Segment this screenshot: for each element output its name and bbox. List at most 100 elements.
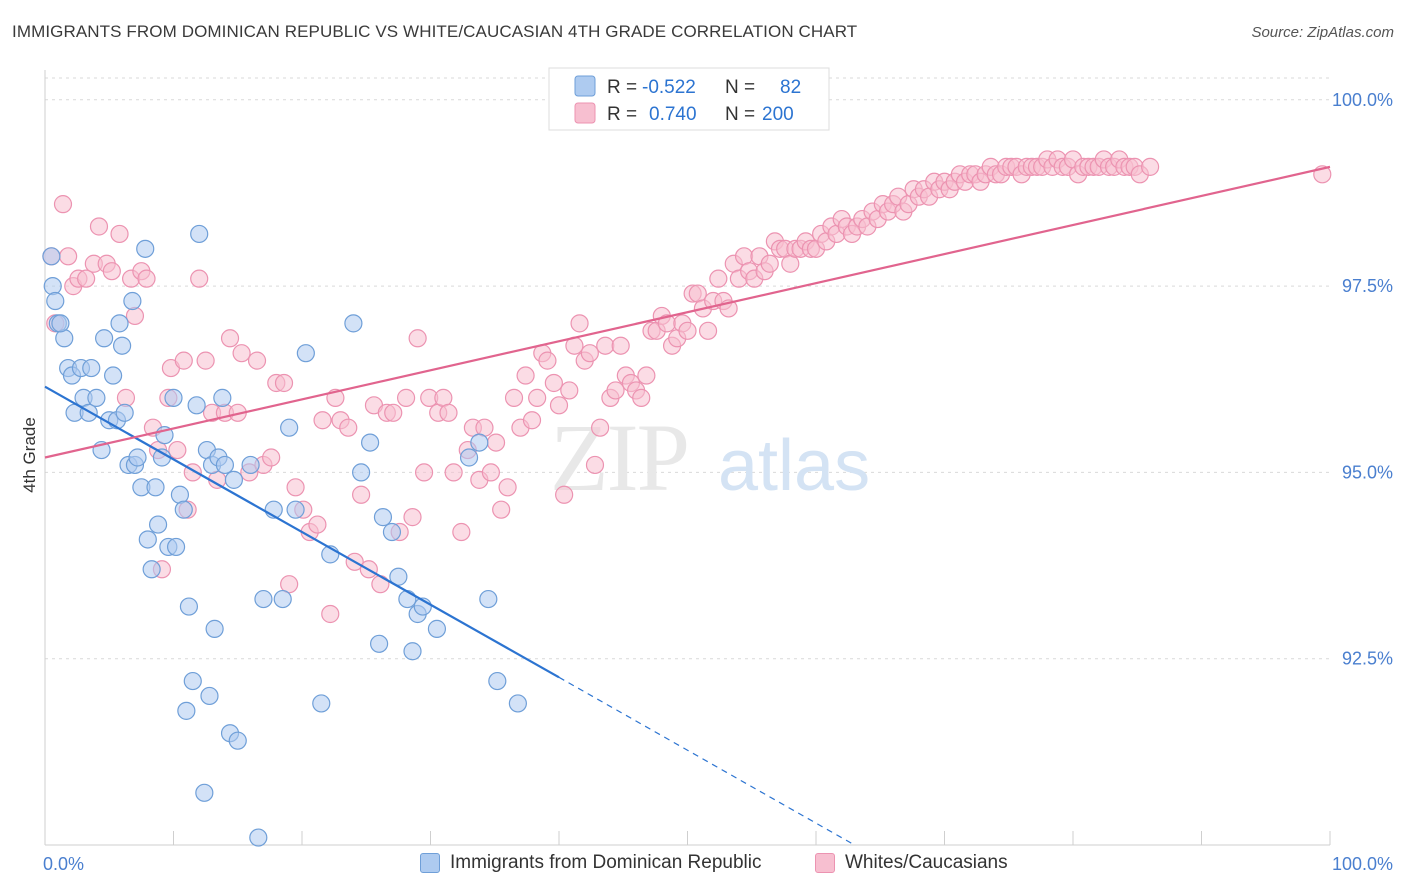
trend-line-whites	[44, 165, 1331, 459]
data-point-whites	[760, 254, 779, 273]
data-point-dominican	[95, 329, 114, 348]
y-tick-label: 97.5%	[1342, 276, 1393, 296]
legend-n-value: 82	[780, 77, 801, 98]
data-point-dominican	[508, 694, 527, 713]
data-point-whites	[486, 433, 506, 452]
x-tick-label: 0.0%	[43, 854, 84, 874]
legend-r-label: R =	[607, 104, 637, 125]
data-point-dominican	[249, 828, 268, 847]
data-point-dominican	[205, 619, 224, 638]
data-point-dominican	[115, 403, 134, 422]
data-point-whites	[321, 604, 340, 624]
data-point-dominican	[104, 366, 123, 385]
data-point-dominican	[123, 291, 142, 311]
data-point-dominican	[142, 560, 161, 579]
legend-label-dominican: Immigrants from Dominican Republic	[450, 852, 762, 873]
data-point-whites	[232, 344, 251, 363]
data-point-whites	[528, 388, 547, 407]
data-point-whites	[585, 455, 605, 475]
data-point-dominican	[373, 508, 393, 527]
trend-line-dominican-extrapolated	[558, 676, 855, 846]
data-point-dominican	[51, 314, 70, 333]
data-point-whites	[274, 373, 294, 393]
data-point-dominican	[190, 224, 209, 244]
data-point-whites	[262, 448, 281, 467]
data-point-dominican	[273, 589, 292, 609]
data-point-whites	[516, 366, 535, 385]
data-point-whites	[53, 195, 73, 214]
legend-swatch-blue	[420, 853, 440, 873]
data-point-dominican	[164, 388, 183, 407]
series-dominican-points	[42, 224, 527, 847]
data-point-dominican	[200, 686, 219, 706]
y-tick-label: 100.0%	[1332, 90, 1393, 110]
data-point-whites	[544, 373, 563, 393]
data-point-whites	[611, 336, 630, 355]
data-point-dominican	[148, 515, 168, 534]
data-point-whites	[522, 411, 542, 430]
data-point-whites	[481, 463, 500, 482]
data-point-whites	[560, 381, 579, 400]
legend-swatch-pink	[574, 102, 596, 124]
legend-n-label: N =	[725, 104, 755, 125]
series-whites-points	[42, 150, 1332, 624]
data-point-dominican	[398, 589, 417, 609]
data-point-dominican	[344, 314, 363, 333]
data-point-dominican	[312, 694, 331, 713]
data-point-dominican	[187, 396, 206, 415]
data-point-dominican	[286, 500, 305, 519]
y-tick-label: 92.5%	[1342, 649, 1393, 669]
data-point-dominican	[228, 731, 247, 750]
data-point-whites	[549, 396, 569, 415]
data-point-whites	[606, 381, 625, 400]
data-point-whites	[492, 500, 511, 519]
data-point-whites	[196, 351, 215, 370]
data-point-whites	[709, 269, 728, 288]
data-point-dominican	[296, 344, 315, 363]
data-point-dominican	[128, 448, 147, 467]
data-point-whites	[384, 403, 403, 422]
data-point-dominican	[146, 478, 165, 497]
data-point-dominican	[215, 455, 234, 475]
y-axis-label: 4th Grade	[20, 417, 39, 493]
data-point-whites	[580, 344, 599, 363]
legend-r-value: -0.522	[642, 77, 696, 98]
data-point-whites	[339, 418, 358, 437]
data-point-whites	[498, 478, 517, 497]
data-point-dominican	[152, 448, 172, 467]
data-point-whites	[403, 508, 422, 527]
legend-n-value: 200	[762, 104, 794, 125]
data-point-whites	[504, 388, 524, 407]
data-point-whites	[89, 217, 109, 236]
data-point-whites	[396, 388, 416, 407]
data-point-dominican	[170, 485, 190, 504]
data-point-whites	[570, 314, 589, 333]
legend-r-label: R =	[607, 77, 637, 98]
data-point-dominican	[470, 433, 489, 452]
data-point-whites	[190, 269, 209, 288]
data-point-dominican	[179, 597, 199, 616]
data-point-whites	[408, 329, 427, 348]
watermark-atlas: atlas	[718, 426, 870, 506]
tick-labels: 92.5% 95.0% 97.5% 100.0% 0.0% 100.0%	[43, 90, 1393, 874]
data-point-whites	[102, 262, 121, 281]
data-point-dominican	[177, 701, 196, 720]
data-point-dominican	[174, 500, 193, 519]
data-point-whites	[439, 403, 458, 422]
data-point-dominican	[42, 247, 61, 266]
data-point-dominican	[166, 537, 186, 557]
data-point-dominican	[479, 589, 498, 609]
data-point-dominican	[110, 314, 129, 333]
data-point-whites	[538, 351, 557, 370]
data-point-dominican	[82, 358, 101, 378]
data-point-dominican	[213, 388, 232, 407]
legend-n-label: N =	[725, 77, 755, 98]
x-tick-label: 100.0%	[1332, 854, 1393, 874]
data-point-dominican	[361, 433, 380, 452]
data-point-whites	[220, 329, 240, 348]
data-point-whites	[308, 515, 327, 534]
legend-r-value: 0.740	[649, 104, 697, 125]
data-point-whites	[591, 418, 610, 437]
bottom-legend-dominican: Immigrants from Dominican Republic	[420, 852, 762, 874]
